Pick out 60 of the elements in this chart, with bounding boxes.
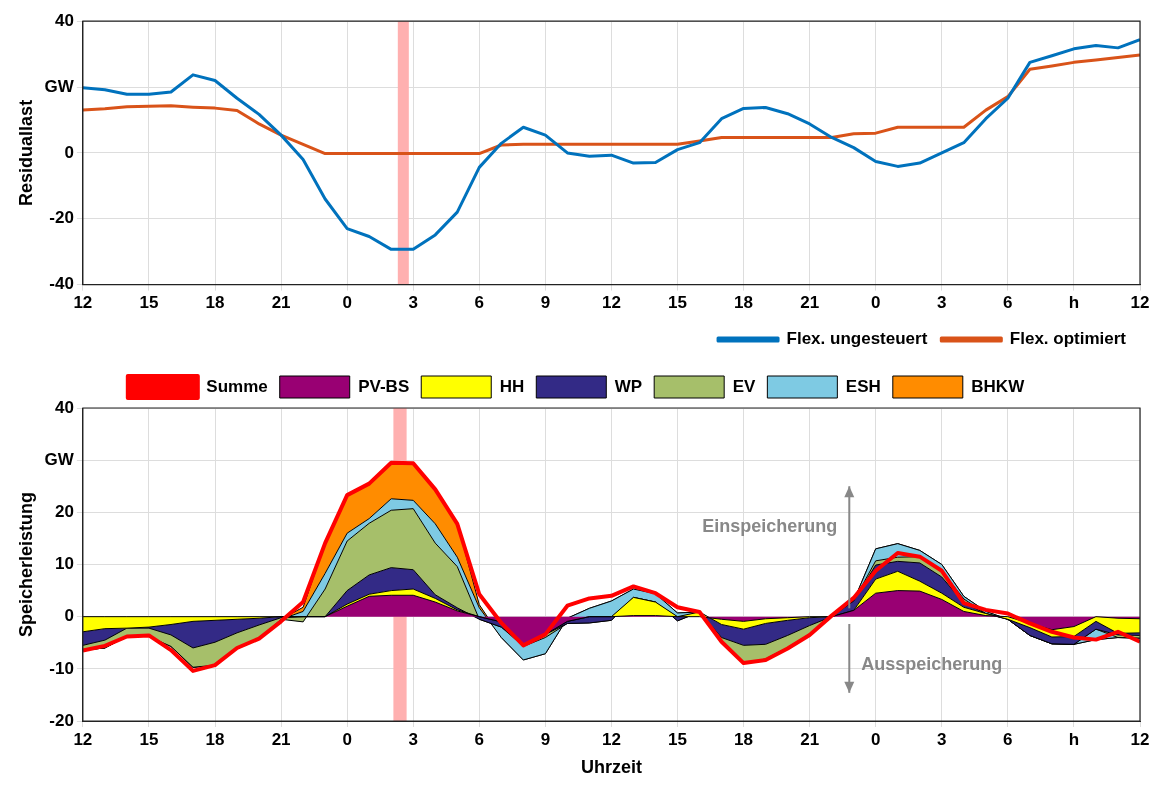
- x-tick-label: 6: [474, 293, 485, 313]
- legend-label: EV: [732, 376, 757, 396]
- x-tick-label: 9: [540, 293, 551, 313]
- y-tick-label: -10: [49, 658, 74, 678]
- x-tick-label: 15: [668, 293, 687, 313]
- legend-label: HH: [499, 376, 525, 396]
- y-tick-label: GW: [44, 449, 75, 469]
- x-tick-label: 3: [937, 293, 947, 313]
- x-tick-label: 21: [271, 729, 291, 749]
- y-axis-title: Speicherleistung: [15, 491, 36, 638]
- x-tick-label: h: [1068, 293, 1080, 313]
- y-tick-label: -40: [49, 274, 74, 294]
- legend-label: Flex. optimiert: [1009, 329, 1127, 349]
- annotation: Ausspeicherung: [861, 653, 1003, 674]
- x-tick-label: 18: [734, 729, 754, 749]
- x-tick-label: 15: [139, 293, 159, 313]
- y-tick-label: 10: [54, 554, 74, 574]
- y-tick-label: -20: [49, 208, 74, 228]
- x-tick-label: 3: [408, 293, 418, 313]
- y-tick-label: GW: [44, 76, 75, 96]
- x-tick-label: 21: [800, 293, 820, 313]
- x-tick-label: 21: [271, 293, 291, 313]
- x-tick-label: 18: [734, 293, 754, 313]
- x-tick-label: 6: [474, 729, 485, 749]
- y-tick-label: 40: [54, 397, 74, 417]
- x-tick-label: 12: [1130, 729, 1150, 749]
- x-tick-label: 12: [601, 293, 621, 313]
- x-tick-label: 0: [870, 293, 881, 313]
- legend-label: Flex. ungesteuert: [786, 329, 928, 349]
- x-tick-label: 6: [1003, 729, 1013, 749]
- legend-label: BHKW: [971, 376, 1026, 396]
- legend-label: WP: [614, 376, 643, 396]
- x-tick-label: 12: [601, 729, 621, 749]
- y-tick-label: -20: [49, 710, 74, 730]
- y-tick-label: 0: [64, 606, 74, 626]
- x-tick-label: 21: [800, 729, 820, 749]
- x-tick-label: 15: [668, 729, 687, 749]
- x-tick-label: 6: [1003, 293, 1013, 313]
- annotation: Einspeicherung: [702, 515, 838, 536]
- x-axis-title: Uhrzeit: [580, 757, 642, 778]
- x-tick-label: 18: [205, 293, 225, 313]
- y-tick-label: 40: [54, 10, 74, 30]
- y-tick-label: 0: [64, 142, 74, 162]
- legend-label: PV-BS: [358, 376, 410, 396]
- x-tick-label: h: [1068, 729, 1080, 749]
- x-tick-label: 18: [205, 729, 225, 749]
- x-tick-label: 3: [408, 729, 418, 749]
- x-tick-label: 12: [73, 293, 93, 313]
- x-tick-label: 12: [73, 729, 93, 749]
- legend-label: ESH: [845, 376, 881, 396]
- y-axis-title: Residuallast: [15, 99, 36, 206]
- x-tick-label: 0: [870, 729, 881, 749]
- x-tick-label: 12: [1130, 293, 1150, 313]
- x-tick-label: 3: [937, 729, 947, 749]
- y-tick-label: 20: [54, 502, 74, 522]
- x-tick-label: 15: [139, 729, 159, 749]
- x-tick-label: 0: [342, 729, 352, 749]
- x-tick-label: 0: [342, 293, 352, 313]
- x-tick-label: 9: [540, 729, 551, 749]
- legend-label: Summe: [206, 376, 268, 396]
